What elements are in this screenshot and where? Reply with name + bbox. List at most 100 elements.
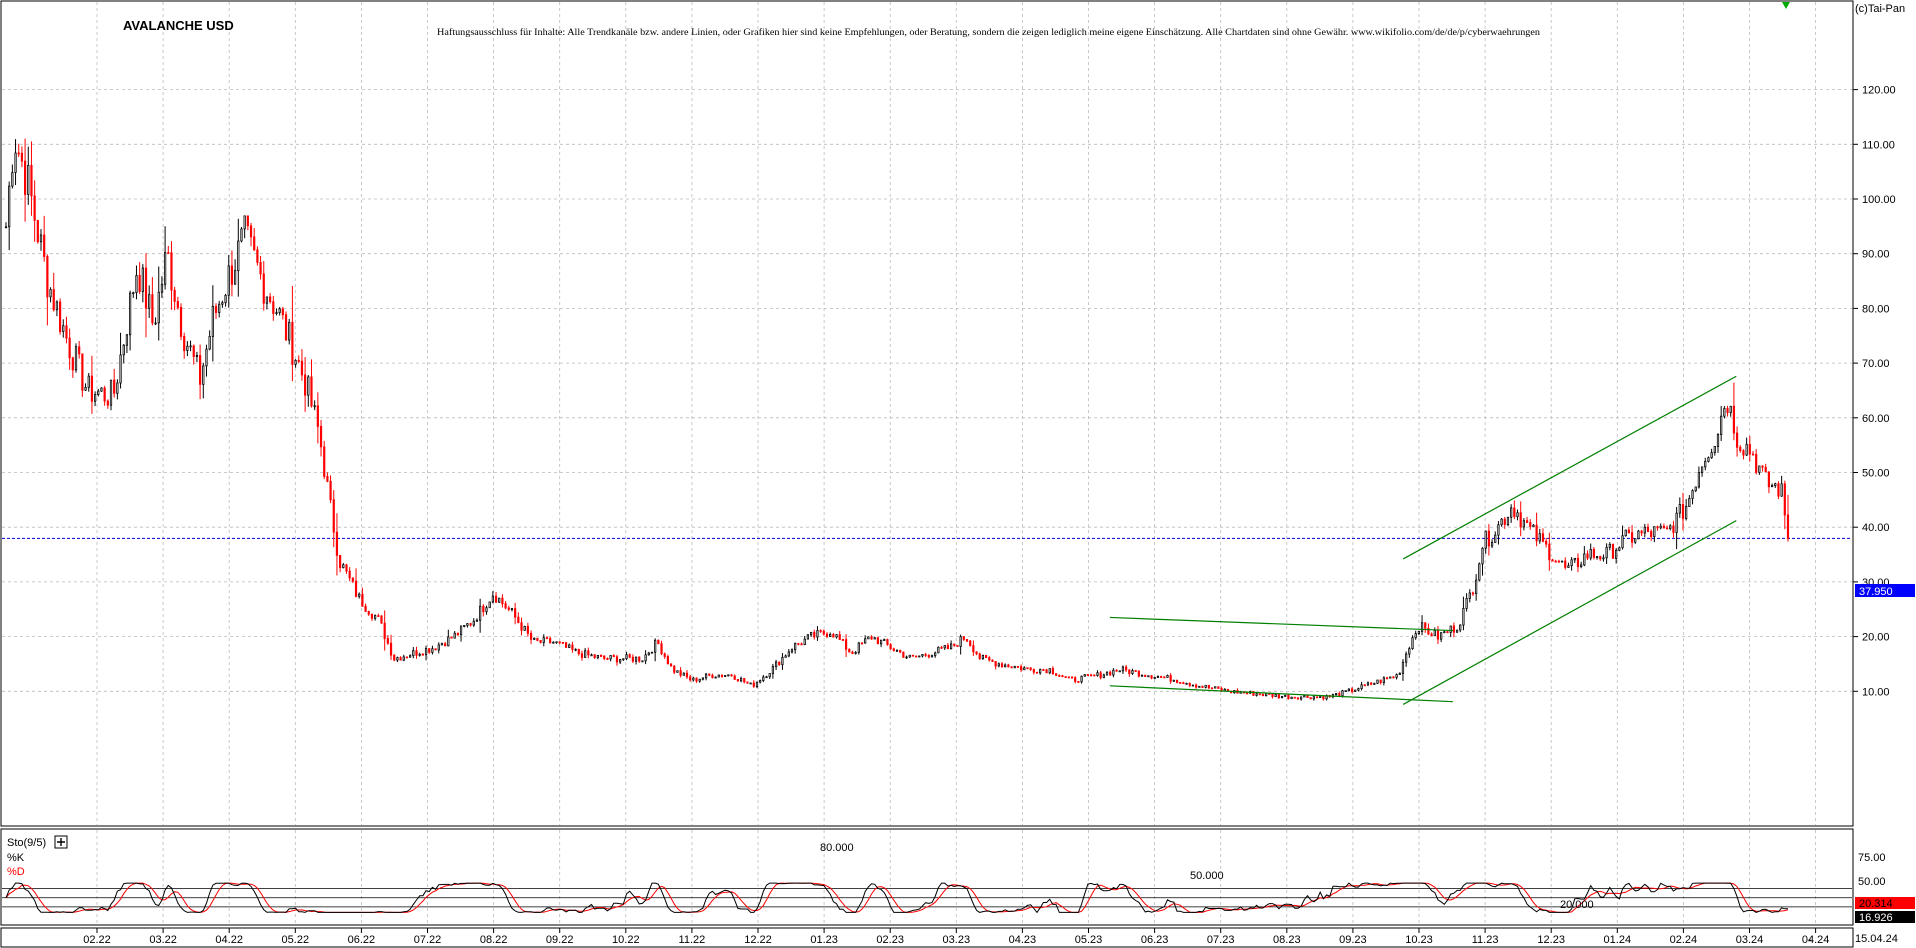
candle-up	[1166, 674, 1169, 678]
candle-down	[444, 641, 447, 647]
candle-body	[571, 644, 574, 650]
candle-body	[284, 314, 288, 341]
candle-down	[580, 650, 584, 661]
candle-body	[1630, 532, 1634, 543]
candle-body	[1764, 466, 1767, 473]
candle-down	[564, 641, 568, 648]
candle-body	[991, 659, 994, 662]
candle-body	[491, 595, 494, 603]
candle-down	[65, 316, 68, 344]
candle-up	[1758, 465, 1761, 475]
candle-body	[825, 633, 829, 637]
candle-body	[1373, 683, 1376, 685]
date-tick-label: 04.23	[1009, 934, 1037, 946]
candle-up	[714, 676, 717, 679]
candle-down	[469, 622, 472, 627]
candle-body	[437, 644, 440, 651]
candle-up	[857, 641, 860, 655]
candle-body	[1548, 543, 1551, 561]
candle-body	[596, 655, 599, 659]
candle-up	[1697, 466, 1700, 489]
candle-down	[1764, 463, 1767, 473]
candle-body	[1271, 693, 1274, 698]
candle-down	[838, 631, 841, 640]
candle-up	[1506, 516, 1510, 527]
candle-down	[52, 272, 55, 312]
candle-up	[1589, 543, 1592, 561]
candle-body	[1637, 530, 1640, 540]
candle-body	[568, 644, 571, 648]
candle-up	[87, 372, 90, 392]
candle-down	[860, 641, 864, 645]
candle-up	[1532, 524, 1535, 527]
candle-body	[507, 607, 510, 610]
candle-up	[221, 300, 224, 308]
candle-down	[351, 577, 354, 584]
candle-down	[577, 648, 580, 656]
candle-up	[1720, 405, 1723, 441]
candle-body	[949, 643, 953, 650]
candle-body	[214, 305, 218, 313]
candle-body	[695, 677, 698, 682]
candle-body	[1519, 512, 1522, 528]
candle-up	[218, 300, 221, 318]
candle-body	[109, 379, 113, 406]
candle-up	[634, 656, 638, 665]
stoch-d-line	[5, 882, 1789, 913]
candle-up	[1083, 674, 1086, 677]
date-tick-label: 12.23	[1537, 934, 1565, 946]
candle-up	[1191, 684, 1195, 687]
date-tick-label: 08.23	[1273, 934, 1301, 946]
candle-down	[1134, 670, 1137, 672]
candle-body	[421, 653, 424, 656]
candle-body	[676, 670, 679, 673]
candle-up	[27, 146, 30, 205]
candle-up	[288, 318, 291, 345]
candle-body	[1659, 525, 1662, 529]
candle-body	[529, 632, 533, 640]
candle-body	[1350, 688, 1354, 692]
candle-body	[269, 296, 272, 303]
candle-down	[1350, 687, 1354, 694]
candle-down	[1452, 622, 1455, 638]
candle-up	[647, 651, 650, 656]
candle-down	[17, 143, 20, 158]
candle-body	[447, 636, 450, 647]
date-tick-label: 12.22	[744, 934, 772, 946]
price-tick-label: 60.00	[1862, 413, 1890, 425]
candle-down	[514, 602, 517, 625]
date-tick-label: 06.22	[348, 934, 376, 946]
candle-down	[300, 349, 304, 381]
candle-body	[1611, 544, 1615, 559]
candle-body	[1405, 653, 1408, 663]
candle-body	[1494, 534, 1497, 543]
candle-body	[606, 658, 609, 660]
candle-body	[797, 643, 800, 645]
candle-body	[985, 655, 988, 658]
disclaimer-text: Haftungsausschluss für Inhalte: Alle Tre…	[437, 27, 1540, 38]
candle-up	[1389, 676, 1392, 679]
candle-body	[895, 649, 899, 652]
candle-body	[1156, 676, 1160, 678]
candle-down	[1010, 666, 1013, 669]
candle-body	[902, 651, 905, 658]
candle-down	[1611, 543, 1615, 559]
candle-body	[221, 302, 224, 305]
candle-body	[724, 675, 727, 677]
candle-body	[1000, 663, 1004, 668]
candle-down	[36, 219, 39, 244]
candle-up	[682, 672, 685, 676]
candle-body	[1459, 624, 1462, 631]
date-tick-label: 03.24	[1736, 934, 1764, 946]
candle-body	[962, 636, 965, 640]
candle-down	[450, 636, 453, 639]
candle-body	[1500, 518, 1503, 526]
candle-body	[1090, 674, 1093, 677]
candle-body	[1191, 684, 1195, 687]
candle-up	[1013, 665, 1016, 669]
candle-down	[262, 261, 265, 311]
candle-body	[587, 650, 590, 656]
candle-body	[918, 655, 921, 658]
candle-down	[1309, 697, 1312, 700]
candle-down	[1277, 693, 1280, 700]
